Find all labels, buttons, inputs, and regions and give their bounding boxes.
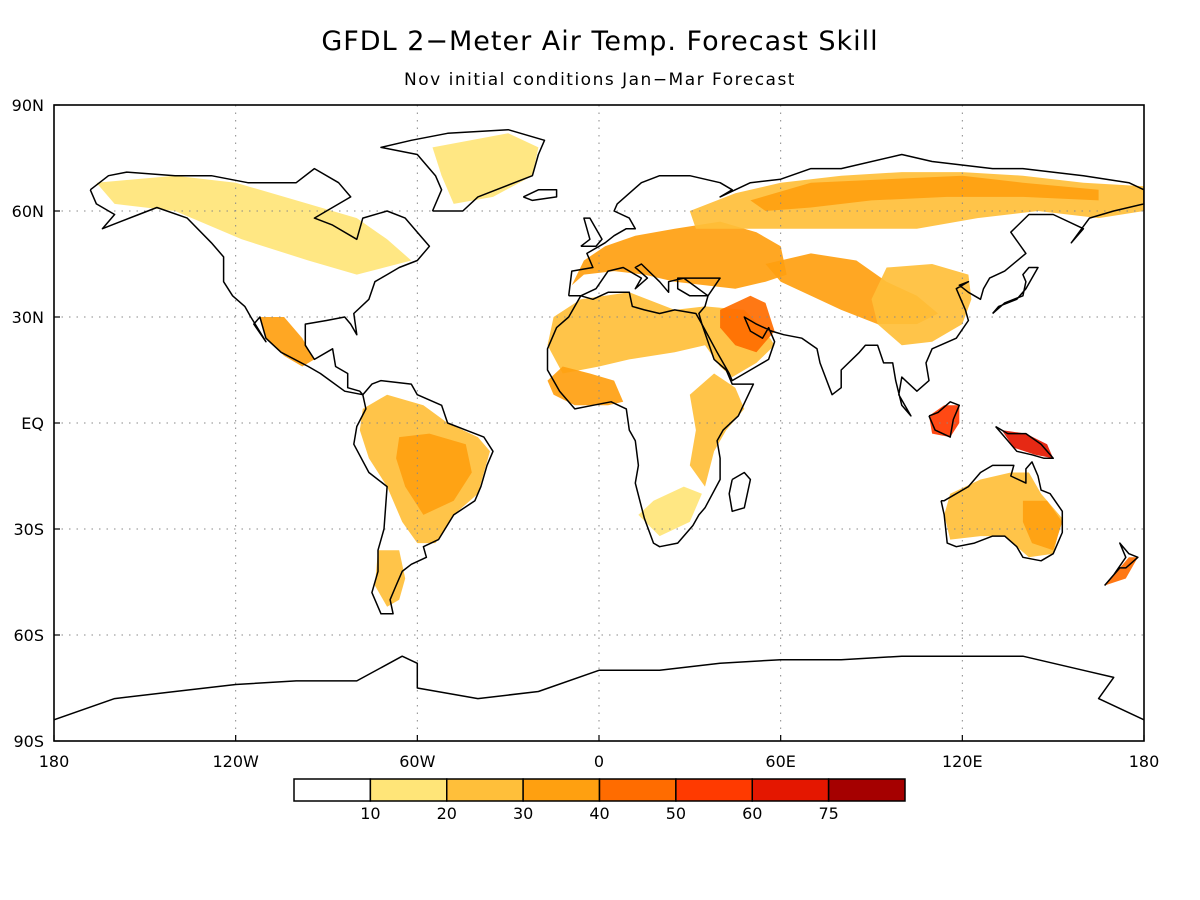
coastline <box>928 401 961 438</box>
colorbar-swatch <box>751 778 830 802</box>
skill-region-north-america <box>96 175 412 275</box>
colorbar-swatch <box>675 778 753 802</box>
skill-region-sahara-arabia <box>547 292 775 378</box>
colorbar-label: 75 <box>818 804 838 823</box>
coastlines <box>54 128 1144 721</box>
skill-region-greenland <box>432 133 539 204</box>
lon-label: 0 <box>594 752 604 771</box>
colorbar-label: 50 <box>666 804 686 823</box>
lat-label: 90N <box>12 96 44 115</box>
colorbar-label: 60 <box>742 804 762 823</box>
colorbar-swatch <box>369 778 448 802</box>
skill-region-new-guinea <box>1001 430 1054 459</box>
lat-label: 30S <box>13 520 44 539</box>
skill-region-borneo <box>929 405 960 438</box>
coastline <box>567 153 1144 417</box>
skill-region-east-africa <box>689 373 745 487</box>
lat-label: 60S <box>13 626 44 645</box>
lat-label: EQ <box>21 414 44 433</box>
skill-region-southern-africa <box>638 486 702 537</box>
colorbar-swatch <box>522 778 601 802</box>
lon-label: 60W <box>399 752 435 771</box>
colorbar-label: 40 <box>589 804 609 823</box>
skill-region-brazil-core <box>396 433 472 515</box>
coastline <box>522 189 558 202</box>
map-title: GFDL 2−Meter Air Temp. Forecast Skill <box>321 26 879 57</box>
skill-region-north-siberia <box>750 175 1099 211</box>
lon-label: 180 <box>1129 752 1160 771</box>
colorbar-label: 30 <box>513 804 533 823</box>
skill-region-east-australia <box>1022 500 1063 551</box>
coastline <box>546 291 755 548</box>
colorbar: 10 20 30 40 50 60 75 <box>293 778 906 823</box>
skill-region-patagonia <box>374 550 406 607</box>
lon-label: 180 <box>39 752 70 771</box>
colorbar-label: 10 <box>360 804 380 823</box>
skill-region-west-africa <box>547 366 624 406</box>
coastline <box>380 128 546 212</box>
skill-region-china <box>871 264 972 346</box>
lat-label: 30N <box>12 308 44 327</box>
lat-label: 60N <box>12 202 44 221</box>
skill-shading <box>96 133 1144 607</box>
lon-label: 120W <box>212 752 259 771</box>
skill-region-europe-west-asia <box>571 221 787 289</box>
skill-region-mexico <box>259 317 315 367</box>
coastline <box>728 471 752 513</box>
colorbar-label: 20 <box>437 804 457 823</box>
coastline <box>580 217 603 248</box>
gridlines <box>54 105 1144 741</box>
lon-label: 120E <box>942 752 983 771</box>
coastline <box>1104 542 1139 586</box>
coastline <box>995 425 1054 460</box>
lon-label: 60E <box>765 752 795 771</box>
coastline <box>940 461 1064 562</box>
coastline <box>54 655 1144 721</box>
coastline <box>353 379 494 615</box>
colorbar-swatch <box>293 778 372 802</box>
colorbar-swatch <box>598 778 677 802</box>
colorbar-swatch <box>827 778 906 802</box>
colorbar-swatch <box>446 778 524 802</box>
coastline <box>992 266 1039 315</box>
coastline <box>89 167 431 396</box>
map-subtitle: Nov initial conditions Jan−Mar Forecast <box>404 70 796 90</box>
lat-label: 90S <box>13 732 44 751</box>
